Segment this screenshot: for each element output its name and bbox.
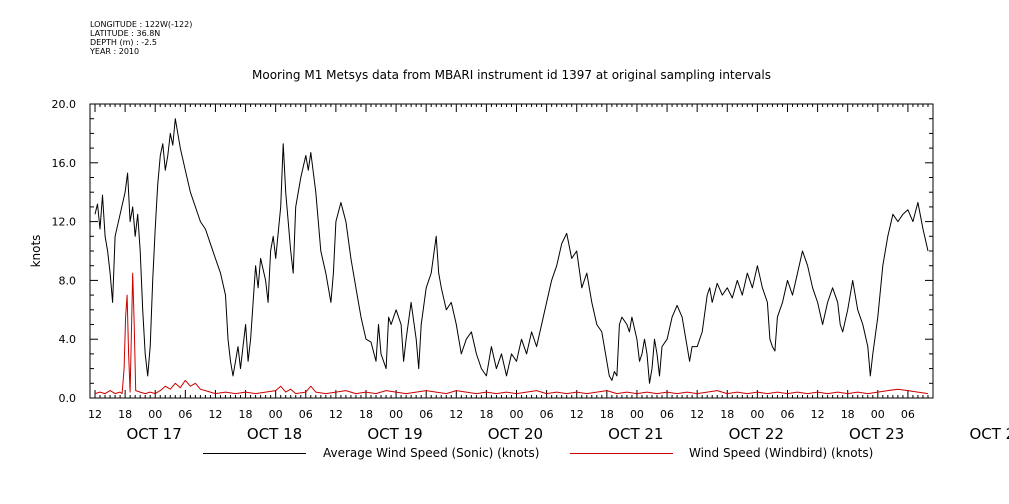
hour-tick-label: 12 [208, 408, 222, 421]
day-label: OCT 22 [729, 425, 784, 443]
hour-tick-label: 00 [269, 408, 283, 421]
y-tick-label: 20.0 [52, 98, 77, 111]
hour-tick-label: 06 [178, 408, 192, 421]
hour-tick-label: 06 [299, 408, 313, 421]
hour-tick-label: 06 [660, 408, 674, 421]
y-axis-label: knots [29, 235, 43, 268]
hour-tick-label: 18 [359, 408, 373, 421]
meta-longitude: LONGITUDE : 122W(-122) [90, 20, 193, 29]
y-tick-label: 8.0 [59, 274, 77, 287]
legend-label-sonic: Average Wind Speed (Sonic) (knots) [323, 446, 540, 460]
hour-tick-label: 06 [419, 408, 433, 421]
hour-tick-label: 06 [901, 408, 915, 421]
hour-tick-label: 18 [479, 408, 493, 421]
x-axis: 12 18 00 06 12 18 00 06 12 18 00 06 12 18 00 06 12 18 00 06… [88, 104, 1009, 443]
hour-tick-label: 00 [871, 408, 885, 421]
day-label: OCT 21 [608, 425, 663, 443]
day-label: OCT 23 [849, 425, 904, 443]
y-axis: 0.0 4.0 8.0 12.0 16.0 20.0 [52, 98, 933, 405]
hour-tick-label: 12 [449, 408, 463, 421]
meta-depth: DEPTH (m) : -2.5 [90, 38, 157, 47]
y-tick-label: 0.0 [59, 392, 77, 405]
hour-tick-label: 06 [540, 408, 554, 421]
day-label: OCT 24 [969, 425, 1009, 443]
meta-latitude: LATITUDE : 36.8N [90, 29, 161, 38]
y-tick-label: 12.0 [52, 216, 77, 229]
legend-label-windbird: Wind Speed (Windbird) (knots) [689, 446, 874, 460]
legend-swatch-sonic [203, 453, 306, 454]
hour-tick-label: 12 [329, 408, 343, 421]
hour-tick-label: 18 [720, 408, 734, 421]
hour-tick-label: 18 [600, 408, 614, 421]
y-tick-label: 4.0 [59, 333, 77, 346]
day-label: OCT 18 [247, 425, 302, 443]
series-line-1 [94, 272, 929, 395]
hour-tick-label: 00 [510, 408, 524, 421]
hour-tick-label: 12 [811, 408, 825, 421]
meta-year: YEAR : 2010 [90, 47, 140, 56]
series-layer [94, 118, 929, 395]
chart-title: Mooring M1 Metsys data from MBARI instru… [252, 68, 771, 82]
hour-tick-label: 12 [690, 408, 704, 421]
hour-tick-label: 18 [841, 408, 855, 421]
metadata-block: LONGITUDE : 122W(-122) LATITUDE : 36.8N … [90, 20, 192, 56]
hour-tick-label: 18 [239, 408, 253, 421]
day-label: OCT 19 [367, 425, 422, 443]
hour-tick-label: 00 [389, 408, 403, 421]
day-label: OCT 20 [488, 425, 543, 443]
hour-tick-label: 00 [148, 408, 162, 421]
hour-tick-label: 06 [780, 408, 794, 421]
y-tick-label: 16.0 [52, 157, 77, 170]
day-label: OCT 17 [126, 425, 181, 443]
hour-tick-label: 12 [88, 408, 102, 421]
hour-tick-label: 12 [570, 408, 584, 421]
series-line-0 [94, 118, 929, 384]
hour-tick-label: 18 [118, 408, 132, 421]
hour-tick-label: 00 [750, 408, 764, 421]
legend-swatch-windbird [570, 453, 673, 454]
hour-tick-label: 00 [630, 408, 644, 421]
